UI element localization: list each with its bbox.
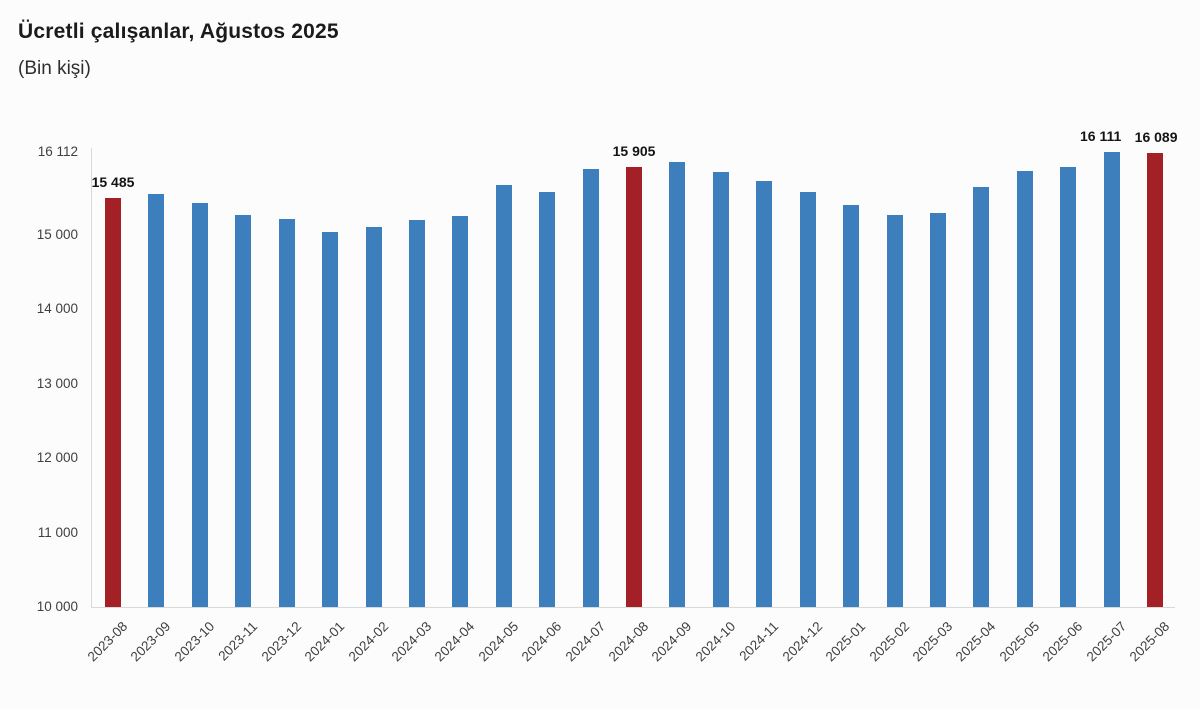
bar-2023-09 [148,193,165,607]
bar-2023-11 [235,214,252,607]
bar-2024-05 [495,185,512,607]
bar-2025-03 [929,212,946,607]
bar-2023-08 [105,198,121,607]
bar-2025-08 [1147,153,1164,607]
bar-2024-12 [799,192,816,607]
bar-value-label-2024-08: 15 905 [612,143,656,160]
bar-2023-12 [278,218,295,607]
chart-unit-label: (Bin kişi) [18,58,91,79]
y-axis-tick-label: 16 112 [37,143,78,159]
bar-value-label-2025-07: 16 111 [1080,127,1122,144]
y-axis-tick-label: 12 000 [36,450,78,465]
bar-2025-01 [843,204,860,607]
bar-2024-03 [408,220,425,607]
bar-2025-04 [973,186,990,607]
y-axis-tick-label: 11 000 [37,524,78,540]
bar-2024-07 [582,168,599,607]
bar-2025-07 [1103,151,1120,607]
y-axis-tick-label: 14 000 [36,301,78,316]
y-axis-tick-label: 13 000 [36,375,78,391]
bar-value-label-2023-08: 15 485 [91,174,135,191]
bar-value-label-2025-08: 16 089 [1134,129,1178,146]
chart-title: Ücretli çalışanlar, Ağustos 2025 [18,20,339,43]
y-axis-tick-label: 10 000 [36,599,78,614]
bar-2023-10 [191,203,208,607]
bar-2025-02 [886,215,903,607]
y-axis-line [91,147,92,608]
bar-2025-06 [1060,166,1077,607]
bar-2024-10 [712,171,729,607]
bar-2024-02 [365,227,382,607]
bar-2024-06 [539,192,556,607]
bar-2024-08 [626,167,643,607]
y-axis-tick-label: 15 000 [36,226,78,242]
bar-2024-04 [452,215,469,607]
bar-2025-05 [1016,170,1033,607]
x-axis-line [91,607,1175,608]
bar-2024-09 [669,162,686,607]
bar-2024-11 [756,180,773,607]
bar-2024-01 [322,231,339,607]
